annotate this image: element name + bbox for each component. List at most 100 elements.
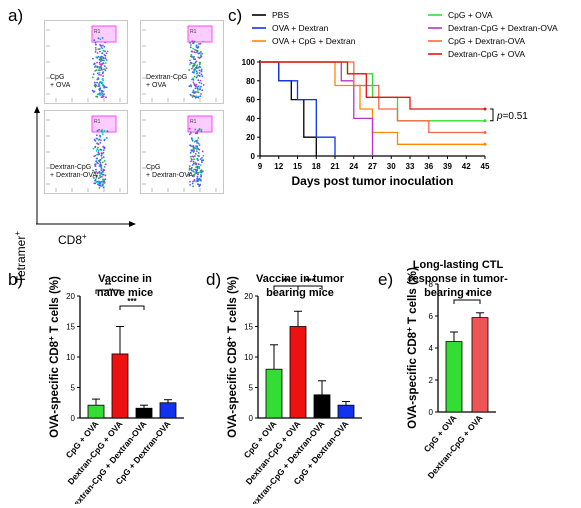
flow-plot: R1 Dextran-CpG + Dextran-OVA — [44, 110, 128, 194]
panel-b-label: b) — [8, 270, 24, 289]
flow-event — [103, 181, 106, 184]
y-tick-label: 0 — [251, 152, 256, 161]
flow-event — [195, 95, 197, 98]
flow-event — [100, 169, 103, 171]
flow-event — [103, 59, 105, 62]
flow-event — [98, 67, 101, 69]
flow-event — [197, 183, 199, 185]
flow-event — [200, 173, 202, 176]
flow-event — [201, 75, 204, 78]
gate-r1 — [187, 115, 213, 133]
flow-event — [199, 56, 202, 59]
flow-event — [188, 168, 191, 171]
flow-event — [94, 47, 97, 49]
flow-event — [188, 165, 191, 168]
chart-title: response in tumor- — [408, 273, 508, 285]
flow-event — [190, 155, 192, 158]
flow-event — [98, 83, 100, 85]
flow-event — [103, 160, 106, 162]
flow-plot-label-line1: CpG — [146, 164, 161, 171]
significance-stars: *** — [127, 297, 137, 306]
flow-plot-label-line1: Dextran-CpG — [50, 164, 92, 171]
flow-event — [197, 91, 200, 94]
chart-title: Vaccine in tumor — [256, 273, 345, 285]
x-axis-title: Days post tumor inoculation — [291, 174, 453, 188]
bar — [159, 402, 177, 419]
flow-event — [98, 187, 101, 189]
flow-event — [194, 91, 197, 93]
flow-event — [92, 169, 94, 172]
flow-event — [102, 95, 105, 98]
flow-event — [189, 63, 191, 66]
flow-event — [94, 41, 97, 44]
flow-event — [100, 167, 103, 170]
flow-event — [96, 81, 98, 84]
flow-event — [100, 139, 102, 142]
flow-event — [94, 81, 96, 84]
flow-event — [195, 45, 198, 47]
flow-event — [194, 153, 197, 155]
flow-event — [102, 75, 104, 77]
flow-event — [97, 37, 100, 40]
flow-event — [103, 178, 106, 181]
x-tick-label: 39 — [443, 162, 452, 171]
flow-event — [190, 132, 192, 134]
flow-plot-frame — [140, 110, 224, 194]
flow-event — [196, 158, 199, 160]
flow-event — [101, 52, 104, 54]
flow-plot-label-line2: + OVA — [50, 82, 71, 89]
flow-event — [96, 72, 99, 75]
flow-event — [100, 165, 102, 168]
y-tick-label: 0 — [429, 408, 434, 417]
flow-event — [98, 85, 101, 87]
significance-stars: ** — [283, 277, 290, 286]
flow-event — [96, 153, 99, 156]
flow-event — [98, 81, 101, 84]
flow-event — [195, 70, 198, 73]
flow-event — [101, 37, 104, 39]
flow-event — [103, 86, 105, 89]
y-tick-label: 5 — [71, 384, 76, 393]
flow-event — [199, 164, 202, 166]
flow-event — [101, 131, 104, 134]
flow-event — [100, 149, 103, 151]
flow-event — [196, 91, 199, 93]
flow-event — [193, 179, 196, 181]
gate-label: R1 — [94, 119, 101, 125]
flow-event — [191, 55, 193, 58]
flow-event — [199, 95, 202, 97]
panel-e-label: e) — [378, 270, 394, 289]
flow-event — [196, 132, 199, 135]
flow-event — [189, 184, 191, 186]
flow-event — [94, 164, 96, 166]
flow-event — [196, 145, 198, 148]
bar — [445, 341, 463, 413]
flow-event — [199, 62, 202, 64]
flow-event — [97, 151, 100, 153]
flow-event — [198, 74, 200, 77]
flow-event — [193, 75, 196, 78]
flow-event — [97, 146, 99, 149]
flow-event — [201, 161, 203, 163]
flow-event — [193, 63, 196, 66]
flow-event — [104, 50, 106, 53]
flow-event — [94, 70, 97, 72]
flow-plot: R1 Dextran-CpG + OVA — [140, 20, 224, 104]
flow-event — [196, 177, 198, 180]
flow-event — [94, 85, 97, 88]
flow-event — [192, 145, 195, 147]
flow-event — [196, 64, 199, 67]
censor-mark — [483, 119, 487, 123]
y-tick-label: 0 — [71, 414, 76, 423]
panel-d-label: d) — [206, 270, 222, 289]
flow-event — [200, 85, 202, 88]
flow-event — [101, 153, 103, 155]
flow-event — [192, 151, 195, 153]
flow-event — [99, 141, 102, 144]
significance-stars: * — [465, 291, 469, 300]
flow-event — [194, 140, 196, 143]
flow-event — [194, 132, 197, 135]
flow-event — [194, 68, 196, 71]
flow-event — [101, 157, 103, 159]
censor-mark — [483, 107, 487, 111]
